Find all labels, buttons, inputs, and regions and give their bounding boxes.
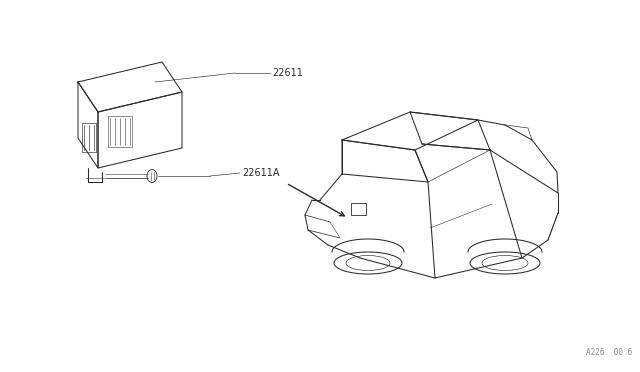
- Text: A226  00 6: A226 00 6: [586, 348, 632, 357]
- Text: 22611: 22611: [272, 68, 303, 78]
- Text: 22611A: 22611A: [242, 168, 280, 178]
- Bar: [351, 203, 366, 215]
